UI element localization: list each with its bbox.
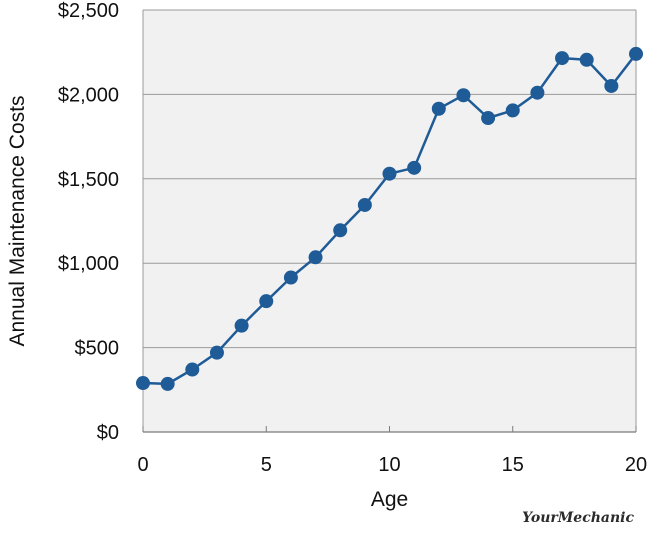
data-point (308, 250, 323, 265)
x-tick-label: 0 (137, 454, 148, 476)
data-point (555, 51, 570, 66)
data-point (333, 223, 348, 238)
data-point (185, 362, 200, 377)
y-tick-label: $1,000 (58, 253, 119, 275)
y-axis-title: Annual Maintenance Costs (6, 96, 29, 347)
y-tick-label: $2,000 (58, 84, 119, 106)
plot-area (143, 10, 636, 432)
x-axis-tick-labels: 0 5 10 15 20 (137, 426, 647, 476)
data-point (407, 160, 422, 175)
watermark-logo: YourMechanic (522, 510, 634, 526)
data-point (505, 103, 520, 118)
data-point (481, 111, 496, 126)
data-point (431, 101, 446, 116)
data-point (209, 345, 224, 360)
x-axis-title: Age (371, 488, 408, 511)
data-point (629, 46, 643, 61)
x-tick-label: 15 (502, 454, 524, 476)
data-points (136, 46, 643, 391)
x-tick-label: 20 (625, 454, 647, 476)
data-point (604, 78, 619, 93)
x-tick-label: 5 (261, 454, 272, 476)
y-tick-label: $0 (97, 422, 119, 444)
data-point (160, 376, 175, 391)
data-point (579, 52, 594, 67)
y-tick-label: $2,500 (58, 0, 119, 22)
y-tick-label: $500 (75, 338, 120, 360)
data-point (382, 166, 397, 181)
data-point (283, 270, 298, 285)
y-tick-label: $1,500 (58, 169, 119, 191)
data-point (530, 85, 545, 100)
y-axis-tick-labels: $0 $500 $1,000 $1,500 $2,000 $2,500 (58, 0, 119, 444)
data-point (357, 197, 372, 212)
data-point (136, 376, 150, 391)
data-point (456, 88, 471, 103)
data-point (234, 318, 249, 333)
data-point (259, 294, 274, 309)
x-tick-label: 10 (378, 454, 400, 476)
